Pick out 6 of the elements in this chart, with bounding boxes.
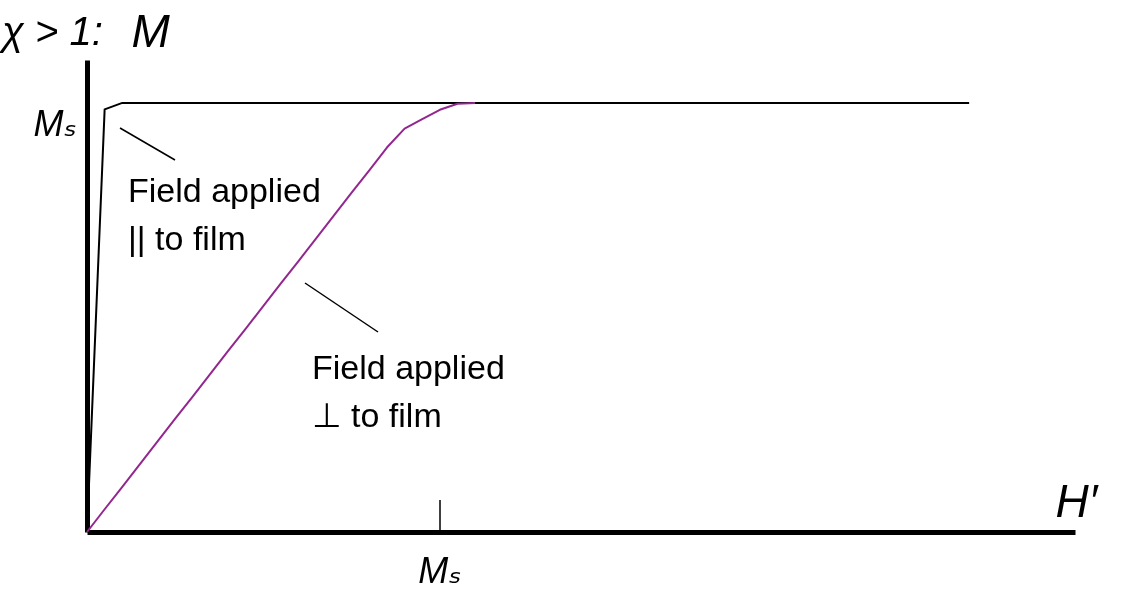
text: Mₛ [33,103,77,144]
annotation: Field applied ⊥ to film [312,348,505,434]
x-axis-title: H′ [1055,474,1099,527]
y-axis-title: M [131,4,171,57]
text: Mₛ [418,550,462,591]
annotation: Field applied || to film [128,171,321,257]
